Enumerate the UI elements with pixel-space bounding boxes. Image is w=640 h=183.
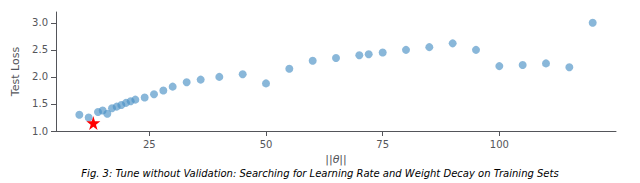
- svg-text:Fig. 3: Tune without Validatio: Fig. 3: Tune without Validation: Searchi…: [81, 168, 558, 179]
- svg-text:75: 75: [376, 139, 389, 150]
- svg-text:Test Loss: Test Loss: [9, 47, 22, 98]
- svg-text:2.0: 2.0: [32, 71, 48, 82]
- svg-text:2.5: 2.5: [32, 44, 48, 55]
- svg-text:3.0: 3.0: [32, 17, 48, 28]
- svg-text:25: 25: [143, 139, 156, 150]
- svg-text:||θ||: ||θ||: [325, 153, 347, 166]
- svg-text:100: 100: [490, 139, 509, 150]
- svg-text:50: 50: [260, 139, 273, 150]
- svg-text:1.5: 1.5: [32, 98, 48, 109]
- svg-text:1.0: 1.0: [32, 126, 48, 137]
